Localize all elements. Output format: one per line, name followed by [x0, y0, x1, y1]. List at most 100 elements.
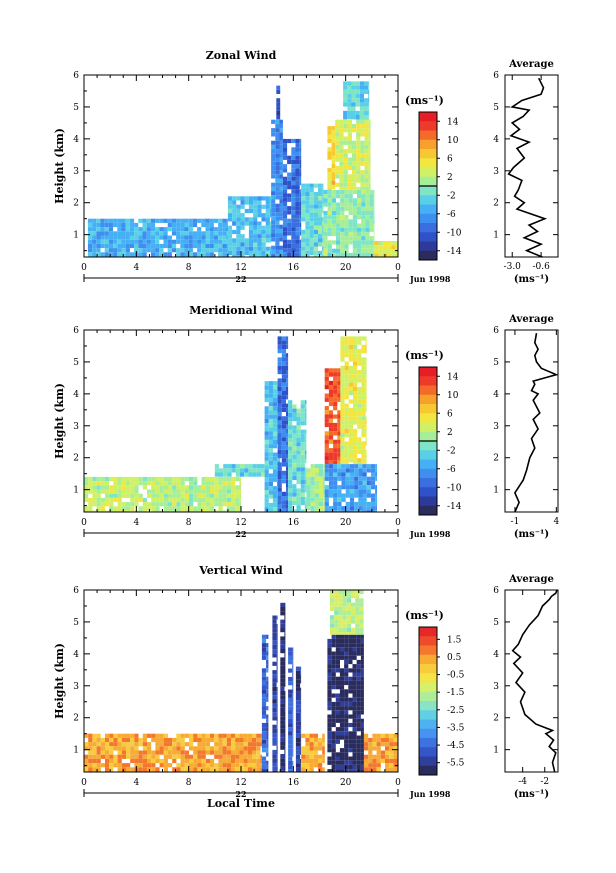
x-tick-label: 12 [235, 263, 246, 273]
shaded-region [323, 189, 375, 257]
shaded-region [272, 615, 278, 772]
profile-y-tick-label: 5 [493, 358, 499, 368]
x-tick-label: 0 [395, 518, 401, 528]
y-tick-label: 3 [73, 682, 79, 692]
profile-x-tick-label: -3.0 [504, 262, 522, 272]
y-tick-label: 5 [73, 358, 79, 368]
colorbar-tick-label: 2 [447, 173, 453, 183]
x-tick-label: 0 [395, 778, 401, 788]
day-label: 22 [235, 529, 246, 539]
profile-y-tick-label: 1 [493, 746, 499, 756]
colorbar-swatch [419, 450, 437, 460]
colorbar-tick-label: -4.5 [447, 741, 465, 751]
colorbar-tick-label: 6 [447, 409, 453, 419]
y-tick-label: 1 [73, 486, 79, 496]
colorbar-swatch [419, 223, 437, 233]
colorbar-swatch [419, 422, 437, 433]
x-tick-label: 8 [186, 263, 192, 273]
shaded-region [261, 634, 269, 772]
profile-x-tick-label: 4 [553, 517, 559, 527]
profile-x-label: (ms⁻¹) [514, 274, 549, 285]
colorbar-swatch [419, 701, 437, 711]
colorbar-swatch [419, 204, 437, 215]
shaded-region [330, 590, 364, 635]
colorbar-swatch [419, 186, 437, 196]
colorbar-swatch [419, 496, 437, 507]
colorbar-swatch [419, 654, 437, 665]
shaded-region [276, 85, 281, 120]
profile-frame [504, 329, 559, 513]
profile-x-tick-label: -2 [540, 777, 549, 787]
shaded-region [84, 733, 262, 772]
shaded-region [343, 81, 370, 120]
y-tick-label: 6 [73, 326, 79, 336]
x-tick-label: 4 [133, 263, 139, 273]
colorbar-tick-label: -2.5 [447, 706, 465, 716]
colorbar-tick-label: -3.5 [447, 723, 465, 733]
y-tick-label: 1 [73, 746, 79, 756]
colorbar-units: (ms⁻¹) [405, 609, 444, 622]
shaded-region [295, 666, 302, 772]
colorbar-swatch [419, 673, 437, 683]
month-label: Jun 1998 [409, 529, 451, 539]
colorbar-tick-label: -1.5 [447, 688, 465, 698]
shaded-region [84, 476, 241, 512]
panel-title: Zonal Wind [206, 49, 277, 62]
shaded-region [87, 218, 228, 257]
y-tick-label: 3 [73, 422, 79, 432]
colorbar-swatch [419, 241, 437, 252]
shaded-region [335, 119, 371, 190]
colorbar-units: (ms⁻¹) [405, 94, 444, 107]
y-tick-label: 5 [73, 103, 79, 113]
profile-y-tick-label: 6 [493, 586, 499, 596]
shaded-region [327, 634, 364, 772]
month-label: Jun 1998 [409, 274, 451, 284]
colorbar-tick-label: 0.5 [447, 653, 462, 663]
profile-y-tick-label: 2 [493, 454, 499, 464]
y-tick-label: 6 [73, 586, 79, 596]
y-axis-label: Height (km) [53, 383, 66, 459]
y-tick-label: 2 [73, 454, 79, 464]
profile-y-tick-label: 1 [493, 231, 499, 241]
y-axis-label: Height (km) [53, 643, 66, 719]
profile-y-tick-label: 6 [493, 326, 499, 336]
profile-y-tick-label: 3 [493, 422, 499, 432]
colorbar-swatch [419, 710, 437, 720]
colorbar-tick-label: 10 [447, 391, 459, 401]
colorbar-swatch [419, 404, 437, 414]
shaded-region [271, 119, 283, 257]
colorbar: 14 10 6 2 -2 -6 -10 -14 [418, 111, 462, 261]
colorbar-tick-label: 2 [447, 428, 453, 438]
x-tick-label: 0 [81, 778, 87, 788]
colorbar-tick-label: -10 [447, 483, 462, 493]
colorbar-tick-label: -6 [447, 210, 456, 220]
profile-y-tick-label: 6 [493, 71, 499, 81]
x-tick-label: 12 [235, 778, 246, 788]
colorbar-swatch [419, 441, 437, 451]
profile-y-tick-label: 1 [493, 486, 499, 496]
profile-x-tick-label: -1 [511, 517, 520, 527]
profile-x-tick-label: -4 [518, 777, 527, 787]
colorbar-swatch [419, 385, 437, 396]
colorbar-swatch [419, 121, 437, 131]
shaded-region [282, 138, 302, 257]
x-tick-label: 16 [288, 518, 300, 528]
y-tick-label: 2 [73, 714, 79, 724]
y-tick-label: 5 [73, 618, 79, 628]
heatmap [84, 336, 377, 512]
colorbar-swatch [419, 728, 437, 739]
colorbar: 1.5 0.5 -0.5 -1.5 -2.5 -3.5 -4.5 -5.5 [418, 626, 465, 776]
colorbar-swatch [419, 487, 437, 497]
colorbar-tick-label: 6 [447, 154, 453, 164]
y-axis-label: Height (km) [53, 128, 66, 204]
colorbar-tick-label: -2 [447, 446, 456, 456]
shaded-region [227, 196, 272, 257]
colorbar-swatch [419, 505, 437, 516]
colorbar-tick-label: -10 [447, 228, 462, 238]
x-tick-label: 0 [81, 518, 87, 528]
profile-y-tick-label: 4 [493, 650, 499, 660]
profile-y-tick-label: 2 [493, 714, 499, 724]
